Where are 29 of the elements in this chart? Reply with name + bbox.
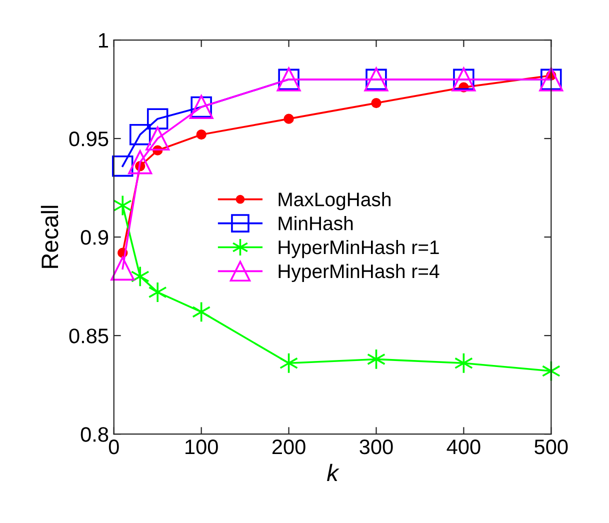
point [371, 98, 382, 108]
y-tick-label: 0.95 [69, 132, 108, 146]
legend-label: HyperMinHash r=4 [278, 264, 440, 282]
point [129, 124, 151, 146]
legend-label: MinHash [278, 216, 353, 230]
x-tick-label: 200 [272, 440, 306, 454]
x-tick-label: 500 [534, 440, 568, 454]
x-tick-label: 400 [446, 440, 480, 454]
point [112, 155, 134, 177]
x-tick-label: 300 [360, 440, 393, 454]
point [148, 282, 167, 303]
x-axis-title: k [327, 464, 340, 482]
y-tick-label: 0.85 [69, 328, 108, 344]
y-axis-title: Recall [40, 206, 58, 268]
point [130, 266, 150, 288]
point [128, 150, 152, 174]
point [284, 114, 294, 124]
point [146, 108, 168, 130]
y-tick-label: 0.8 [80, 427, 108, 442]
y-tick-label: 0.9 [80, 230, 108, 245]
legend-label: MaxLogHash [278, 192, 390, 210]
point [113, 194, 132, 216]
legend-label: HyperMinHash r=1 [278, 240, 439, 258]
point [146, 126, 170, 151]
point [110, 256, 135, 281]
x-tick-label: 100 [186, 440, 218, 454]
x-tick-label: 0 [108, 440, 119, 454]
y-tick-label: 1 [99, 33, 108, 48]
point [196, 130, 206, 140]
